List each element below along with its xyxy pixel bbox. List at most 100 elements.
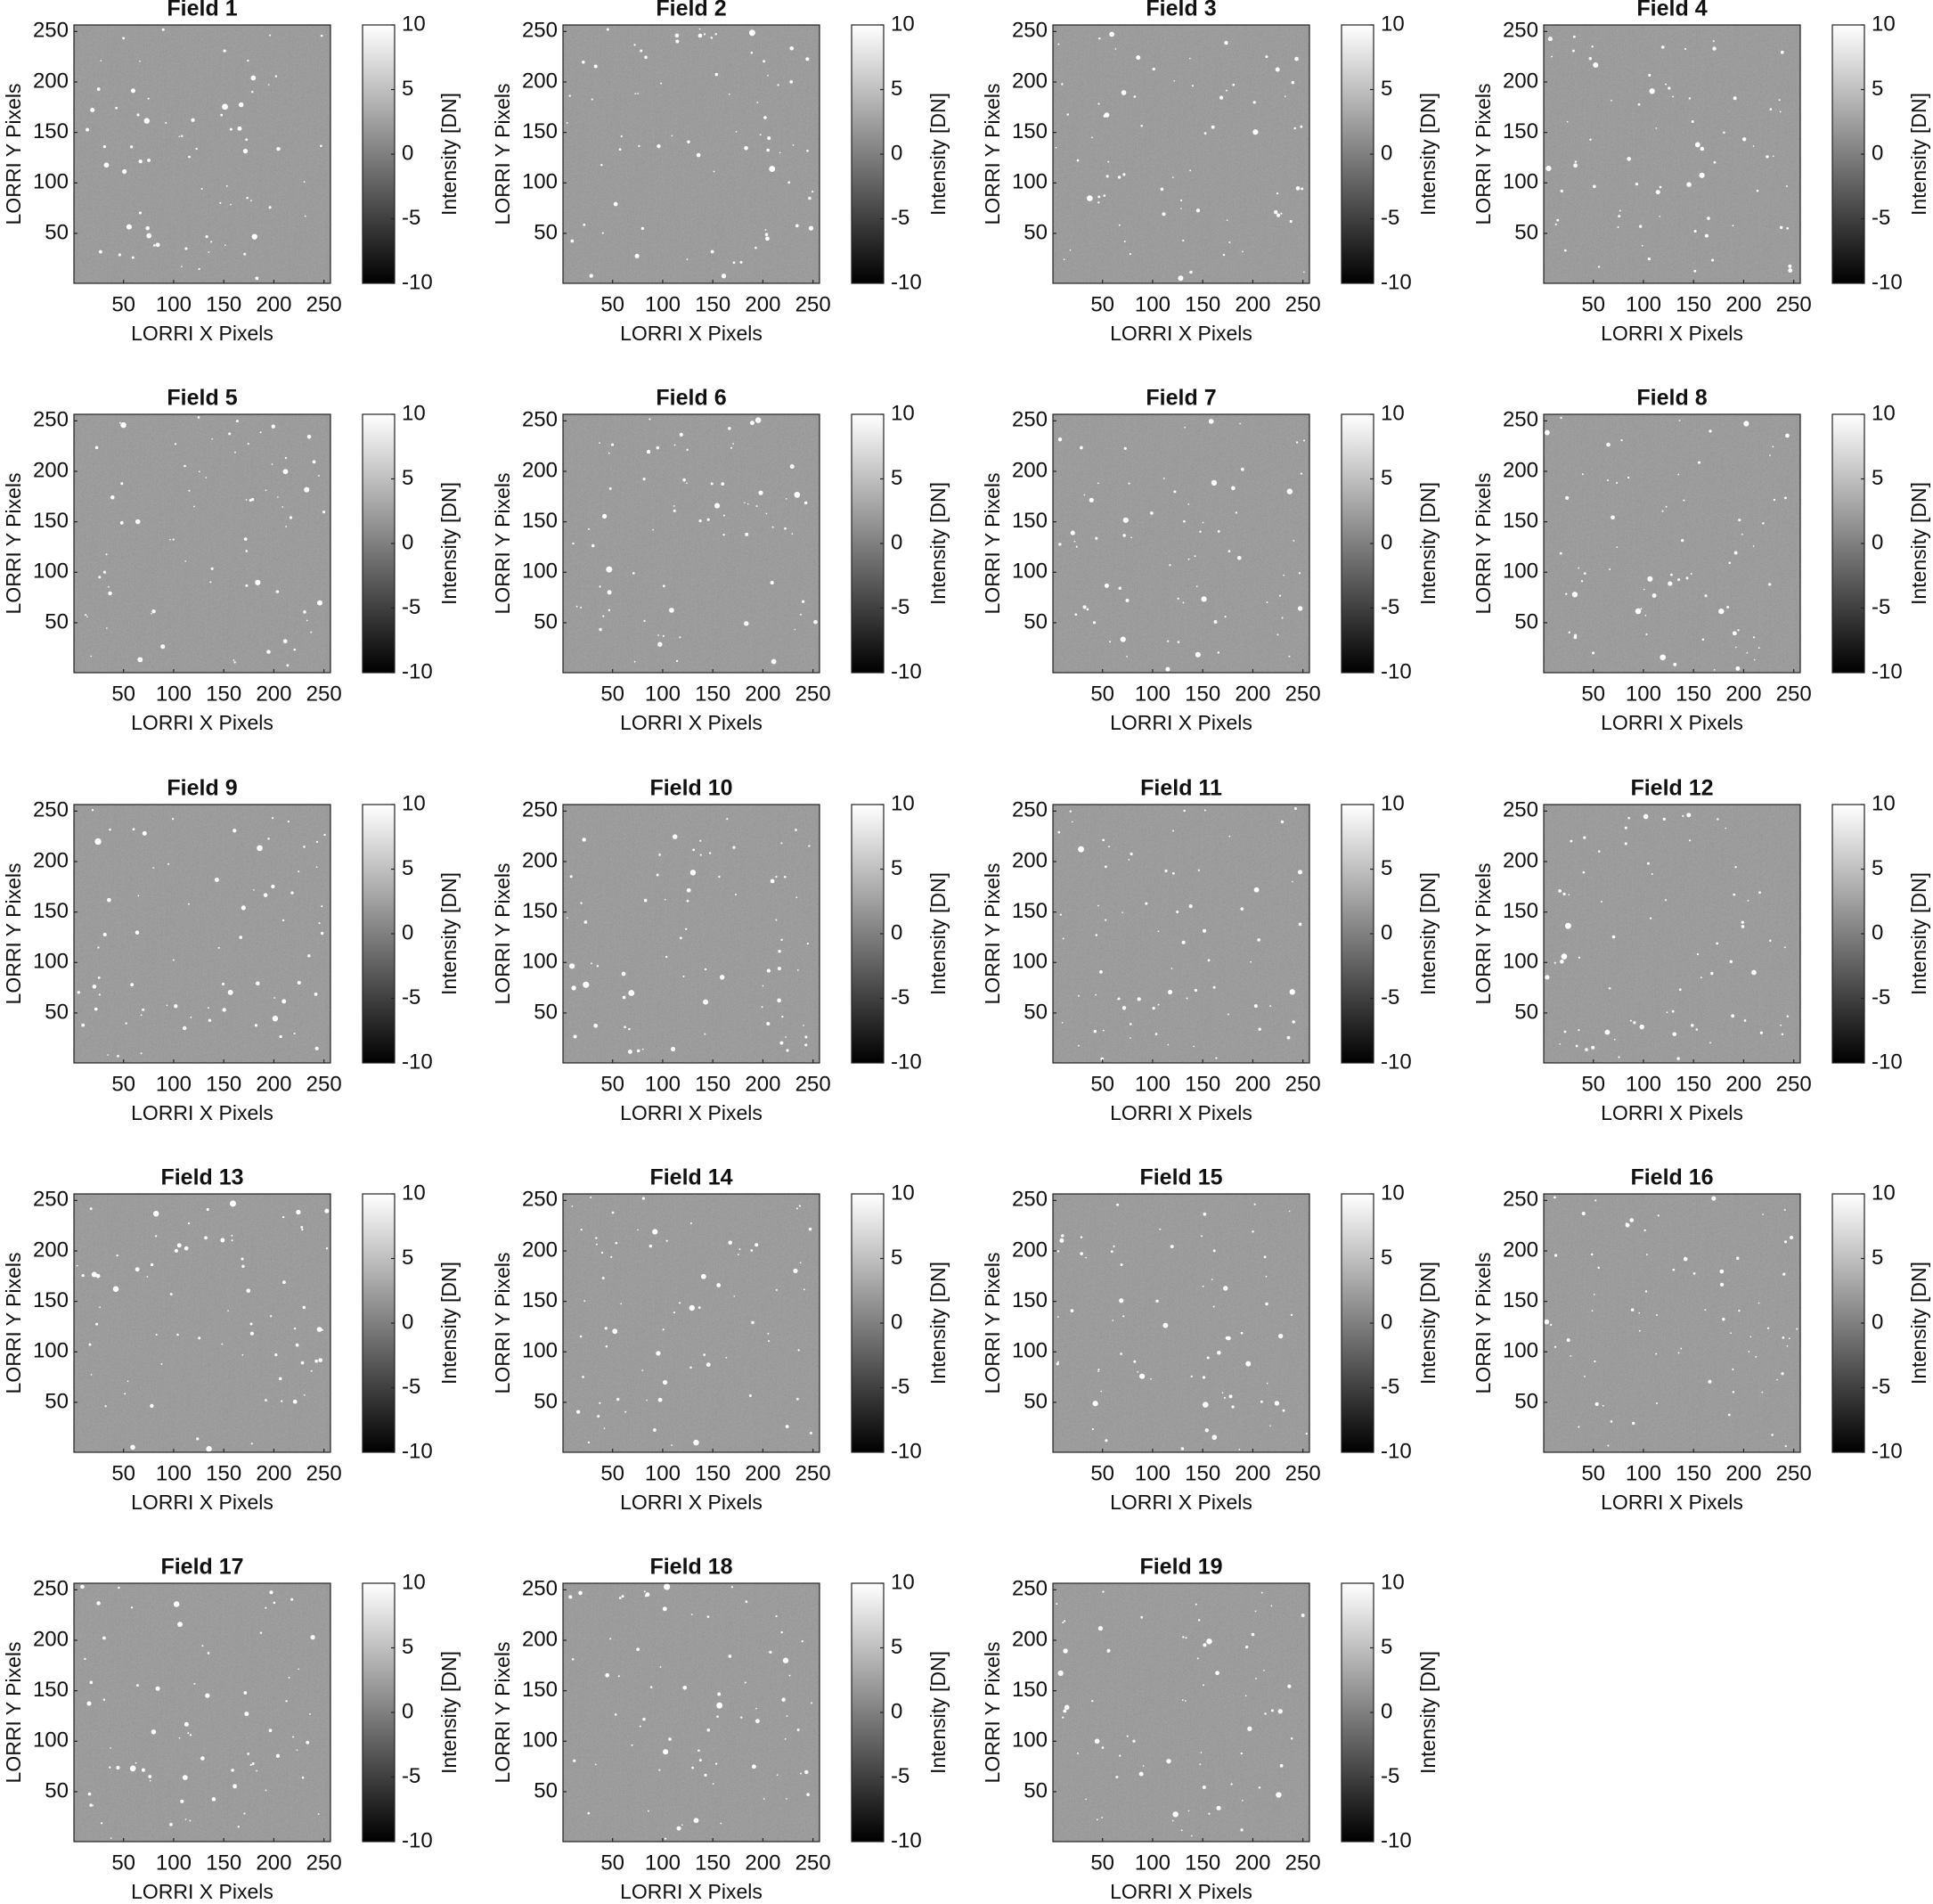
star: [147, 158, 151, 162]
star: [1121, 911, 1123, 913]
colorbar-tick-label: 5: [1872, 466, 1883, 490]
star: [1305, 1433, 1308, 1435]
star: [1635, 608, 1642, 615]
star: [665, 1239, 668, 1242]
star: [806, 1793, 810, 1796]
star: [1592, 651, 1595, 655]
star: [1652, 593, 1657, 598]
star: [1545, 975, 1550, 980]
star: [165, 121, 167, 124]
star: [1732, 1368, 1734, 1370]
star: [150, 1403, 154, 1409]
star: [96, 87, 101, 91]
star: [1649, 88, 1655, 94]
star: [1199, 1763, 1202, 1766]
star: [102, 144, 107, 149]
star: [610, 1255, 613, 1258]
star: [266, 650, 271, 654]
star: [1591, 1310, 1594, 1312]
star: [246, 196, 249, 200]
y-tick-label: 50: [45, 220, 69, 244]
star: [730, 446, 733, 449]
star: [104, 1405, 107, 1408]
star: [243, 1691, 248, 1695]
colorbar-tick-label: 10: [891, 791, 915, 815]
star: [281, 999, 287, 1004]
star: [704, 1033, 706, 1035]
star: [765, 512, 768, 515]
star: [1712, 46, 1717, 51]
star: [1593, 61, 1599, 69]
star: [1105, 1439, 1108, 1442]
colorbar-tick-label: 0: [891, 1699, 902, 1723]
star: [1651, 872, 1653, 875]
star: [597, 1414, 600, 1418]
star: [1625, 1222, 1627, 1224]
star: [1104, 112, 1110, 118]
colorbar-tick-label: 5: [1381, 856, 1392, 880]
star: [1186, 997, 1188, 1000]
x-tick-label: 50: [1581, 292, 1605, 316]
star: [1685, 576, 1689, 580]
star: [1678, 420, 1681, 421]
star: [1772, 445, 1774, 448]
chart-title: Field 14: [649, 1165, 732, 1190]
star: [673, 1312, 676, 1314]
star: [207, 1651, 210, 1655]
star: [1181, 940, 1186, 944]
star: [300, 1361, 305, 1365]
star: [799, 1262, 802, 1264]
star: [1782, 1336, 1785, 1339]
star: [1276, 192, 1279, 195]
y-tick-label: 200: [33, 1238, 69, 1262]
star: [1655, 1352, 1658, 1355]
image-noise: [1544, 414, 1800, 673]
star: [88, 1343, 92, 1346]
star: [182, 1026, 187, 1031]
star: [706, 1615, 710, 1618]
star: [1270, 1709, 1274, 1712]
star: [713, 170, 715, 173]
x-tick-label: 100: [645, 682, 681, 706]
star: [1753, 658, 1756, 661]
star: [575, 605, 578, 608]
star: [1057, 1670, 1064, 1677]
star: [716, 1702, 723, 1709]
star: [1152, 1007, 1155, 1010]
star: [1549, 1323, 1553, 1327]
star: [1574, 160, 1578, 163]
star: [196, 1437, 200, 1441]
star: [1746, 651, 1749, 654]
star: [200, 1756, 205, 1761]
y-tick-label: 250: [522, 1577, 558, 1601]
star: [1157, 1003, 1160, 1006]
star: [744, 1681, 746, 1684]
star: [1559, 552, 1562, 555]
star: [571, 985, 576, 991]
star: [303, 846, 306, 848]
star: [1289, 989, 1295, 995]
image-noise: [1544, 25, 1800, 283]
star: [99, 1306, 101, 1309]
star: [1137, 1370, 1138, 1373]
star: [110, 495, 115, 500]
star: [310, 1635, 315, 1640]
star: [1716, 942, 1719, 945]
star: [1169, 564, 1171, 567]
star: [237, 126, 242, 131]
star: [322, 510, 326, 514]
x-tick-label: 150: [1676, 682, 1711, 706]
star: [689, 1366, 692, 1369]
star: [135, 1267, 140, 1272]
colorbar-tick-label: -5: [891, 1375, 909, 1399]
star: [1238, 1449, 1241, 1450]
star: [1106, 1648, 1111, 1653]
star: [568, 1595, 573, 1599]
colorbar-label: Intensity [DN]: [1416, 1262, 1440, 1385]
star: [1293, 539, 1295, 542]
star: [1704, 594, 1708, 598]
star: [1673, 662, 1677, 666]
colorbar: [1831, 24, 1865, 284]
star: [1224, 40, 1228, 45]
